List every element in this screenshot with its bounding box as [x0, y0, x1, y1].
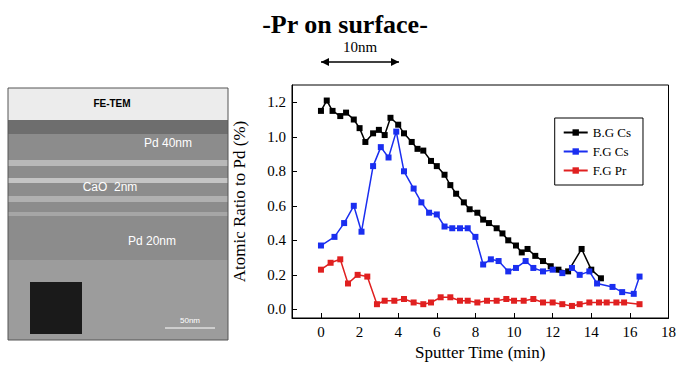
- svg-text:16: 16: [622, 324, 638, 340]
- svg-text:FE-TEM: FE-TEM: [93, 98, 130, 109]
- svg-text:-Pr on surface-: -Pr on surface-: [262, 10, 428, 39]
- svg-text:6: 6: [433, 324, 441, 340]
- svg-text:Pd 40nm: Pd 40nm: [144, 136, 192, 150]
- svg-text:0.6: 0.6: [267, 198, 286, 214]
- svg-text:Pd 20nm: Pd 20nm: [128, 234, 176, 248]
- svg-text:10: 10: [507, 324, 522, 340]
- svg-text:0.0: 0.0: [267, 301, 286, 317]
- svg-text:0.4: 0.4: [267, 232, 286, 248]
- svg-text:14: 14: [584, 324, 600, 340]
- svg-text:12: 12: [545, 324, 560, 340]
- svg-text:1.0: 1.0: [267, 129, 286, 145]
- svg-text:Atomic Ratio to Pd (%): Atomic Ratio to Pd (%): [230, 121, 249, 282]
- svg-text:2: 2: [356, 324, 364, 340]
- svg-text:10nm: 10nm: [343, 39, 378, 55]
- svg-text:0.2: 0.2: [267, 267, 286, 283]
- svg-text:F.G Pr: F.G Pr: [593, 163, 627, 178]
- svg-text:50nm: 50nm: [180, 316, 200, 325]
- svg-text:B.G Cs: B.G Cs: [593, 125, 631, 140]
- svg-text:Sputter Time (min): Sputter Time (min): [415, 343, 545, 362]
- svg-text:CaO 2nm: CaO 2nm: [83, 180, 138, 194]
- svg-text:4: 4: [394, 324, 402, 340]
- svg-text:1.2: 1.2: [267, 94, 286, 110]
- svg-text:0.8: 0.8: [267, 163, 286, 179]
- svg-text:F.G Cs: F.G Cs: [593, 144, 629, 159]
- svg-text:18: 18: [661, 324, 676, 340]
- svg-text:8: 8: [472, 324, 480, 340]
- svg-text:0: 0: [317, 324, 325, 340]
